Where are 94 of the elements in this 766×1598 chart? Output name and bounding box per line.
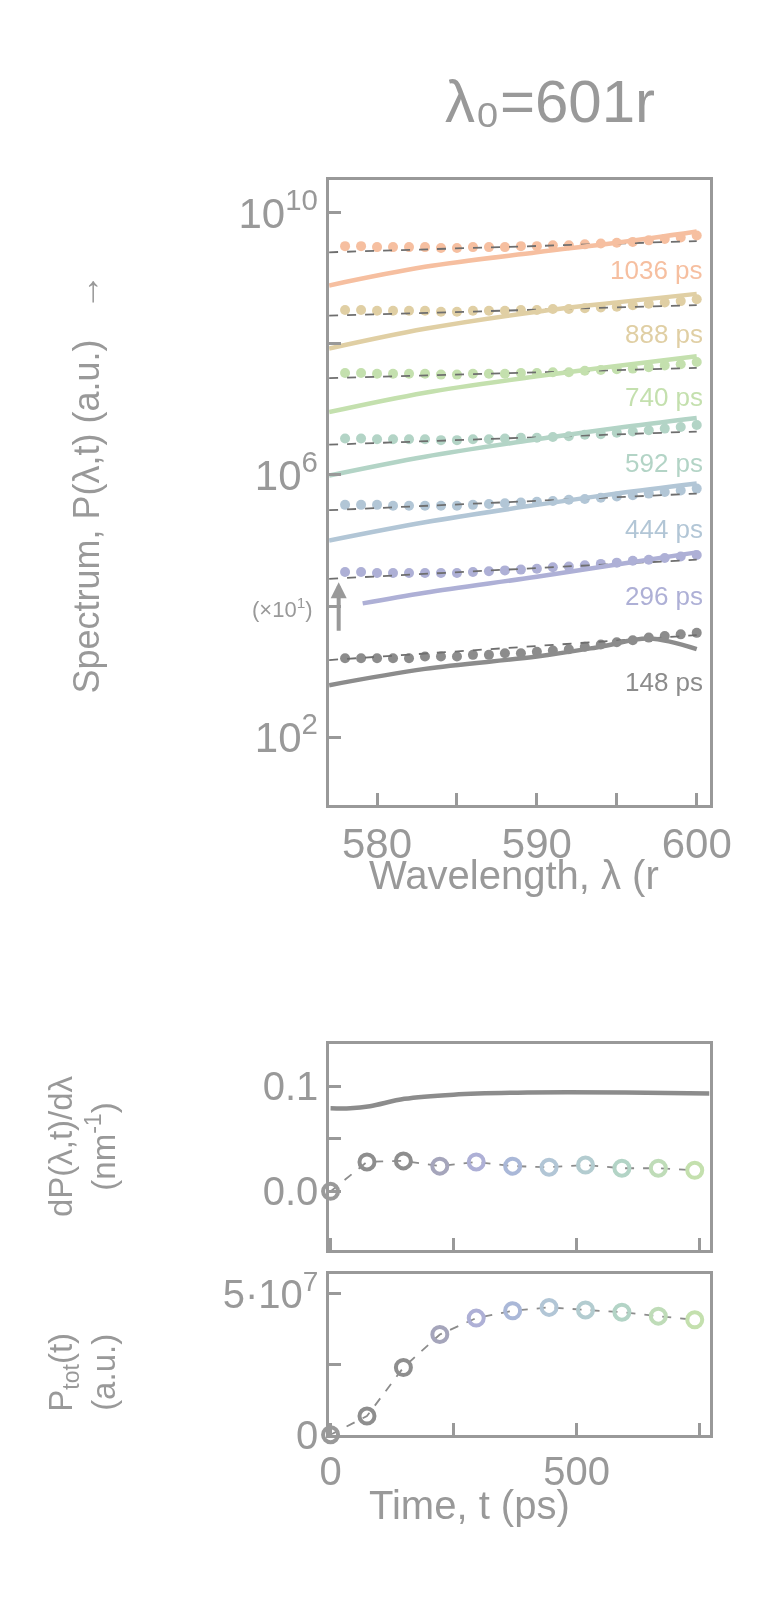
point — [467, 434, 478, 445]
point — [340, 653, 351, 664]
point — [675, 629, 686, 640]
point — [451, 651, 462, 662]
y-tick-label: 0.0 — [262, 1169, 319, 1214]
chart-title: λ₀=601r — [445, 68, 656, 135]
point — [340, 367, 351, 378]
point — [483, 305, 494, 316]
point — [483, 499, 494, 510]
point — [372, 305, 383, 316]
point — [483, 566, 494, 577]
series-label: 740 ps — [625, 382, 704, 412]
point — [372, 368, 383, 379]
y-tick-label: 10$^{2}$ — [254, 707, 318, 761]
point — [539, 1297, 559, 1317]
point — [576, 1300, 595, 1320]
line-series — [329, 1090, 710, 1111]
point — [483, 649, 494, 660]
point — [515, 241, 526, 252]
point — [372, 434, 383, 445]
point — [356, 653, 367, 664]
point — [499, 498, 510, 509]
x-tick-label: 600 — [661, 819, 732, 867]
y-tick-label: 10$^{6}$ — [254, 445, 318, 499]
point — [466, 1152, 486, 1172]
point — [393, 1358, 413, 1378]
point — [499, 565, 510, 576]
point — [467, 499, 478, 510]
annotation: (×10$^{1}$) — [252, 594, 313, 623]
point — [388, 567, 399, 578]
point — [357, 1152, 377, 1172]
point — [340, 433, 351, 444]
point — [576, 1155, 595, 1175]
point — [539, 1157, 559, 1177]
point — [388, 305, 399, 316]
point — [340, 567, 351, 578]
point — [483, 434, 494, 445]
series-label: 1036 ps — [610, 255, 703, 285]
point — [372, 499, 383, 510]
point — [612, 1158, 632, 1178]
point — [340, 304, 351, 315]
point — [483, 368, 494, 379]
series-label: 296 ps — [625, 581, 704, 611]
point — [499, 242, 510, 253]
point — [499, 368, 510, 379]
point — [388, 434, 399, 445]
point — [691, 419, 702, 430]
point — [691, 294, 702, 305]
point — [388, 242, 399, 253]
point — [357, 1406, 377, 1426]
point — [643, 425, 654, 436]
point — [648, 1158, 668, 1178]
point — [340, 241, 351, 252]
point — [467, 649, 478, 660]
point — [388, 368, 399, 379]
point — [430, 1156, 450, 1176]
point — [372, 653, 383, 664]
point — [466, 1308, 486, 1328]
point — [675, 421, 686, 432]
point — [685, 1310, 705, 1330]
point — [503, 1301, 523, 1321]
point — [612, 1302, 632, 1322]
point — [356, 567, 367, 578]
point — [356, 241, 367, 252]
point — [467, 305, 478, 316]
point — [356, 304, 367, 315]
point — [659, 423, 670, 434]
point — [393, 1151, 413, 1171]
point — [648, 1306, 668, 1326]
point — [483, 242, 494, 253]
point — [356, 499, 367, 510]
y-tick-label: 0 — [296, 1412, 319, 1457]
y-tick-label: 0.1 — [262, 1064, 319, 1109]
y-tick-label: 10$^{10}$ — [238, 182, 318, 237]
series-label: 592 ps — [625, 448, 704, 478]
point — [356, 367, 367, 378]
point — [356, 433, 367, 444]
point — [685, 1160, 705, 1180]
series-label: 444 ps — [625, 514, 704, 544]
point — [691, 356, 702, 367]
point — [499, 648, 510, 659]
series-label: 148 ps — [625, 667, 704, 697]
point — [503, 1156, 523, 1176]
point — [321, 1181, 341, 1201]
point — [340, 499, 351, 510]
point — [430, 1324, 450, 1344]
series-label: 888 ps — [625, 319, 704, 349]
y-tick-label: 5·10$^{7}$ — [222, 1265, 319, 1316]
y-axis-title: Spectrum, P(λ,t) (a.u.) → — [65, 273, 107, 694]
point — [515, 564, 526, 575]
point — [372, 567, 383, 578]
point — [372, 242, 383, 253]
point — [435, 651, 446, 662]
point — [388, 500, 399, 511]
